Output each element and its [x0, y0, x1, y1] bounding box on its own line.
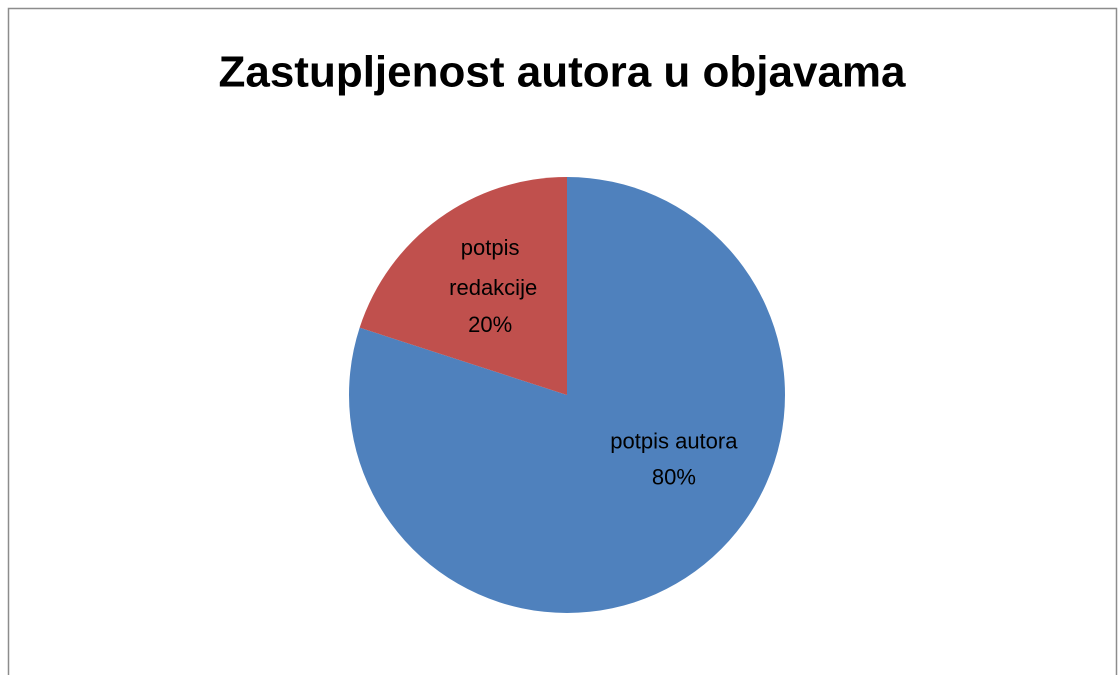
slice-value-label: 80% [652, 465, 696, 490]
pie-slice [359, 177, 567, 395]
slice-label: potpis redakcije [443, 235, 537, 300]
slice-label: potpis autora [610, 429, 738, 454]
chart-title: Zastupljenost autora u objavama [218, 48, 906, 97]
slice-value-label: 20% [468, 312, 512, 337]
